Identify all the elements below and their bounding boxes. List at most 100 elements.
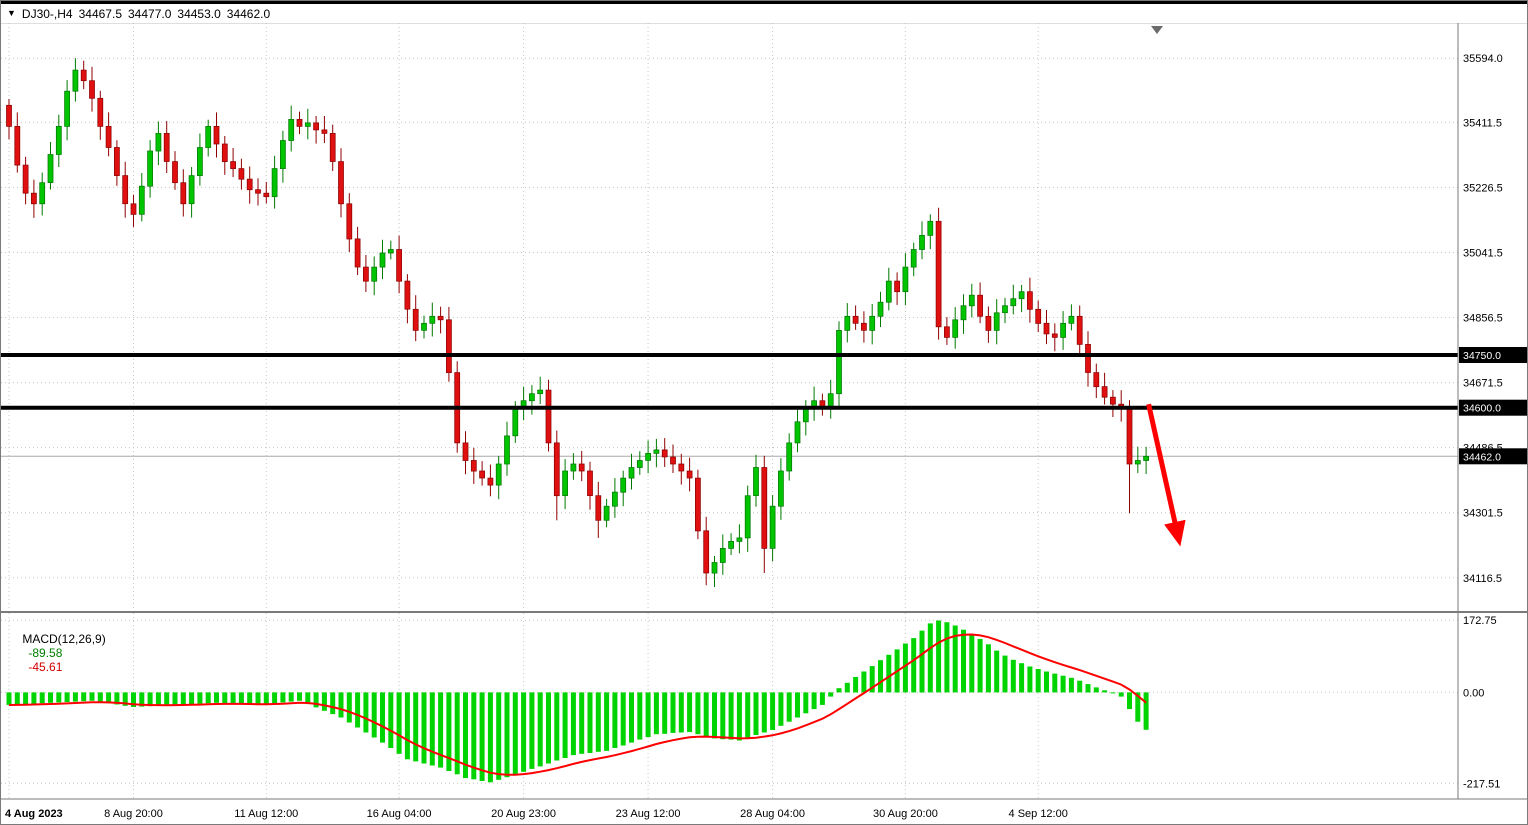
- macd-histogram-bar: [878, 660, 883, 693]
- macd-histogram-bar: [238, 692, 244, 705]
- price-axis-label: 35041.5: [1463, 248, 1503, 260]
- macd-histogram-bar: [155, 692, 161, 706]
- candle-body: [636, 460, 643, 468]
- macd-histogram-bar: [338, 692, 344, 718]
- ohlc-high-value: 34477.0: [128, 6, 172, 21]
- candle-body: [421, 322, 427, 331]
- candle-body: [230, 161, 236, 169]
- price-axis-label: 34671.5: [1463, 378, 1503, 390]
- candle-body: [255, 189, 261, 194]
- panel-separator[interactable]: [1, 611, 1528, 613]
- macd-histogram-bar: [14, 692, 20, 705]
- candle-body: [993, 312, 1000, 331]
- candle-body: [919, 235, 925, 250]
- candle-body: [72, 69, 79, 92]
- candle-body: [894, 280, 900, 293]
- time-axis-label: 4 Aug 2023: [5, 808, 63, 820]
- candle-body: [728, 541, 734, 549]
- candle-body: [686, 470, 693, 479]
- macd-histogram-bar: [122, 692, 128, 706]
- macd-histogram-bar: [247, 692, 253, 705]
- macd-axis-label: 0.00: [1463, 687, 1484, 699]
- candle-body: [31, 192, 37, 205]
- macd-axis-label: -217.51: [1463, 778, 1500, 790]
- macd-histogram-bar: [1143, 692, 1149, 730]
- macd-histogram-bar: [355, 692, 361, 728]
- down-arrow-annotation[interactable]: [1146, 403, 1186, 547]
- candle-body: [545, 389, 552, 444]
- macd-histogram-bar: [1102, 690, 1108, 693]
- candle-body: [985, 315, 992, 331]
- candle-body: [661, 449, 668, 458]
- candle-body: [404, 280, 411, 310]
- candle-body: [97, 97, 104, 127]
- candle-body: [462, 442, 469, 461]
- candle-body: [22, 164, 29, 194]
- macd-histogram-bar: [81, 692, 87, 702]
- candle-body: [678, 463, 685, 472]
- candle-body: [263, 192, 270, 198]
- candle-body: [1134, 460, 1141, 465]
- macd-histogram-bar: [961, 629, 966, 693]
- candle-body: [711, 562, 718, 574]
- macd-histogram-bar: [479, 692, 485, 781]
- macd-histogram-bar: [346, 692, 352, 723]
- candle-body: [1018, 291, 1025, 300]
- macd-histogram-bar: [595, 692, 601, 752]
- candle-body: [944, 326, 950, 338]
- candle-body: [537, 389, 544, 394]
- macd-histogram-bar: [678, 692, 684, 733]
- candle-body: [578, 463, 585, 472]
- macd-histogram-bar: [313, 692, 319, 708]
- candle-body: [14, 126, 21, 166]
- macd-histogram-bar: [1093, 687, 1099, 693]
- macd-histogram-bar: [637, 692, 643, 740]
- candle-body: [1110, 396, 1116, 405]
- candle-body: [736, 537, 743, 542]
- macd-histogram-bar: [703, 692, 709, 737]
- macd-histogram-bar: [205, 692, 211, 704]
- price-axis-label: 34116.5: [1463, 573, 1502, 585]
- time-axis-label: 4 Sep 12:00: [1009, 808, 1068, 820]
- macd-histogram-bar: [786, 692, 792, 722]
- time-axis-label: 11 Aug 12:00: [234, 808, 298, 820]
- candle-body: [39, 182, 46, 205]
- candle-body: [653, 449, 660, 454]
- macd-histogram-bar: [944, 622, 950, 693]
- macd-histogram-bar: [48, 692, 53, 703]
- macd-histogram-bar: [1110, 692, 1116, 694]
- candle-body: [1043, 322, 1050, 335]
- macd-histogram-bar: [720, 692, 726, 740]
- macd-histogram-bar: [753, 692, 759, 735]
- macd-histogram-bar: [728, 692, 734, 740]
- price-shift-marker-icon[interactable]: [1151, 26, 1163, 34]
- candle-body: [778, 470, 784, 507]
- macd-histogram-bar: [164, 692, 170, 706]
- candle-body: [163, 133, 170, 162]
- candle-body: [412, 308, 419, 331]
- macd-histogram-bar: [297, 692, 302, 701]
- candle-body: [960, 305, 967, 321]
- candle-body: [346, 203, 353, 240]
- candle-body: [512, 407, 519, 437]
- macd-histogram-bar: [97, 692, 103, 702]
- candle-body: [744, 495, 751, 539]
- macd-histogram-bar: [1010, 659, 1016, 693]
- candle-body: [130, 203, 137, 215]
- macd-histogram-bar: [471, 692, 477, 780]
- macd-signal-value: -45.61: [28, 660, 63, 674]
- macd-histogram-bar: [214, 692, 219, 703]
- macd-histogram-bar: [189, 692, 195, 705]
- macd-histogram-bar: [131, 692, 136, 707]
- macd-histogram-bar: [512, 692, 518, 775]
- candle-body: [620, 477, 627, 493]
- candle-body: [628, 467, 635, 479]
- candle-body: [587, 470, 593, 496]
- price-axis-label: 35226.5: [1463, 182, 1503, 194]
- macd-histogram-bar: [64, 692, 70, 702]
- macd-signal-line: [8, 633, 1147, 776]
- candle-body: [238, 168, 245, 180]
- macd-histogram-bar: [404, 692, 410, 760]
- macd-histogram-bar: [670, 692, 676, 733]
